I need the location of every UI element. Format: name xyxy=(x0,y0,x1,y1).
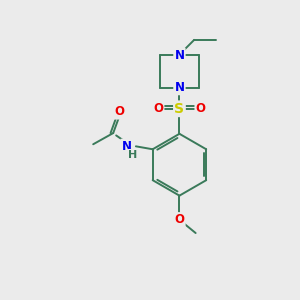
Text: S: S xyxy=(174,102,184,116)
Text: O: O xyxy=(114,105,124,119)
Text: N: N xyxy=(174,49,184,62)
Text: N: N xyxy=(122,140,131,153)
Text: O: O xyxy=(174,213,184,226)
Text: O: O xyxy=(153,102,163,115)
Text: N: N xyxy=(174,81,184,94)
Text: O: O xyxy=(196,102,206,115)
Text: H: H xyxy=(128,150,138,160)
